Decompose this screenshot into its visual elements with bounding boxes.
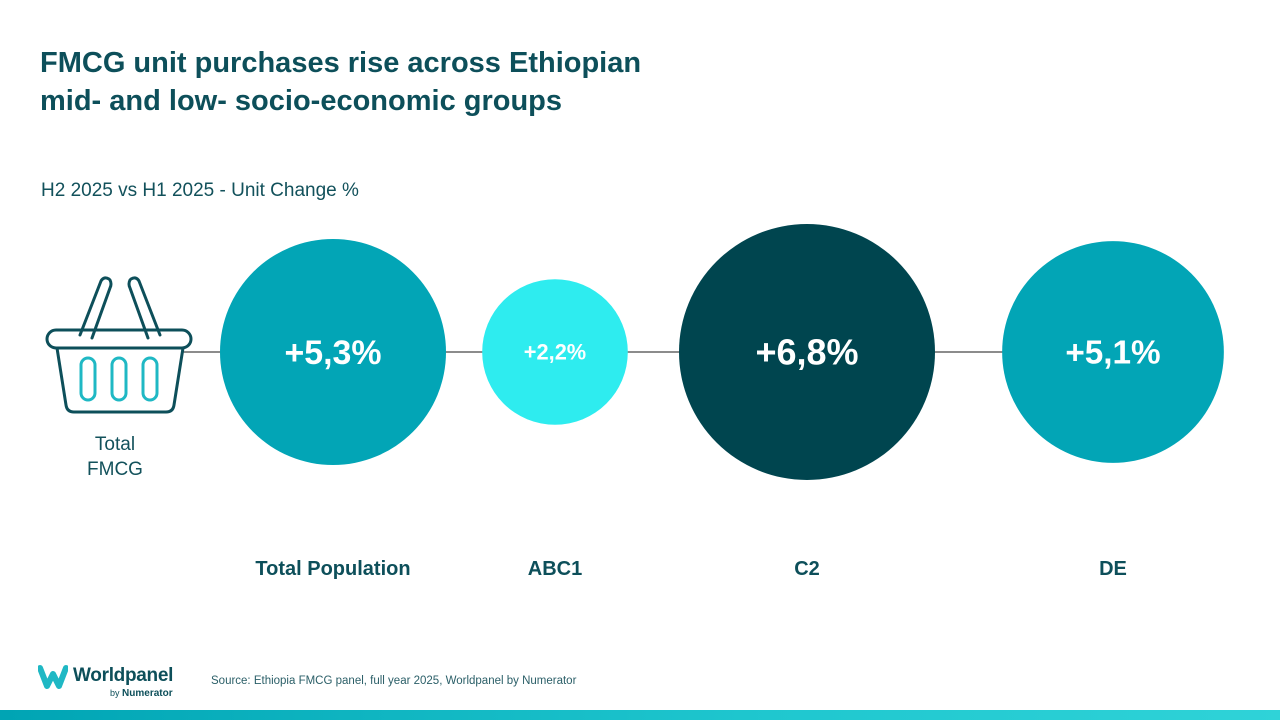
worldpanel-logo-icon [38,665,68,689]
title-line-1: FMCG unit purchases rise across Ethiopia… [40,47,642,79]
basket-body [55,346,185,414]
logo-parent: Numerator [122,688,173,699]
source-note: Source: Ethiopia FMCG panel, full year 2… [211,675,577,687]
worldpanel-logo: Worldpanel by Numerator [38,664,188,700]
basket-slot-3 [141,356,159,402]
category-label: Total Population [255,558,410,580]
row-label-line-1: Total [95,434,135,455]
chart-subtitle: H2 2025 vs H1 2025 - Unit Change % [41,180,359,201]
bottom-accent-bar [0,710,1280,720]
logo-by: by [110,688,120,698]
basket-slot-2 [110,356,128,402]
bubble-total-population [219,238,447,466]
bubble-c2 [679,224,935,480]
category-label: ABC1 [528,558,582,580]
value-label: +6,8% [755,332,858,373]
shopping-basket-icon [45,276,193,414]
category-label: DE [1099,558,1127,580]
value-label: +5,3% [284,334,381,372]
value-label: +2,2% [524,340,586,365]
basket-handle-left [78,276,113,340]
basket-slot-1 [79,356,97,402]
bubble-abc1 [482,279,628,425]
logo-byline: by Numerator [110,688,173,699]
value-label: +5,1% [1065,335,1160,372]
title-line-2: mid- and low- socio-economic groups [40,85,563,117]
basket-rim [45,328,193,350]
page-title: FMCG unit purchases rise across Ethiopia… [40,44,800,120]
category-label: C2 [794,558,820,580]
logo-name: Worldpanel [73,665,174,686]
bubble-de [1002,241,1224,463]
basket-handle-right [127,276,162,340]
row-label-line-2: FMCG [87,459,143,480]
